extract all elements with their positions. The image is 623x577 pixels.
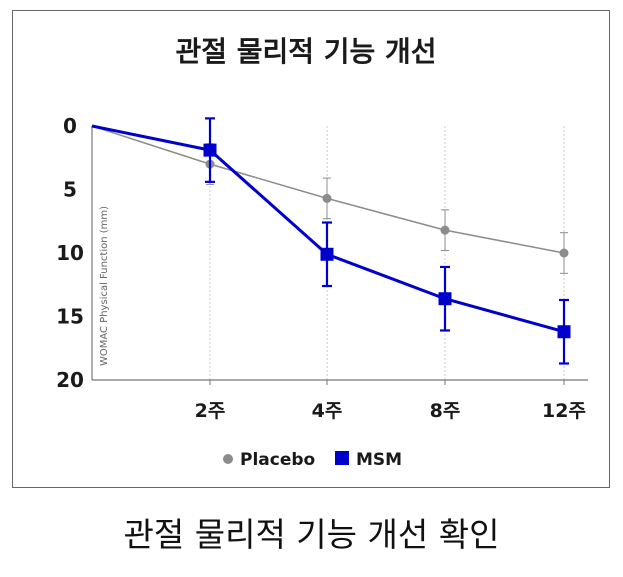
data-point — [322, 193, 332, 203]
chart-title: 관절 물리적 기능 개선 — [175, 35, 436, 68]
y-tick-label: 20 — [56, 368, 84, 392]
y-tick-label: 10 — [56, 241, 84, 265]
x-tick-label: 8주 — [430, 400, 461, 422]
data-point — [559, 248, 569, 258]
series-msm — [91, 117, 571, 365]
data-point — [440, 225, 450, 235]
caption: 관절 물리적 기능 개선 확인 — [123, 515, 500, 554]
x-tick-label: 12주 — [542, 400, 586, 422]
x-tick-label: 2주 — [195, 400, 226, 422]
chart-frame — [12, 10, 610, 488]
data-point — [557, 325, 571, 339]
legend-label-placebo: Placebo — [240, 450, 315, 470]
legend: Placebo MSM — [223, 450, 402, 470]
y-tick-label: 0 — [63, 114, 77, 138]
chart: 관절 물리적 기능 개선 0 5 10 15 20 2주 4주 8주 12주 WOMAC Ph… — [56, 35, 588, 470]
data-point — [203, 143, 217, 157]
data-point — [320, 247, 334, 261]
y-tick-label: 15 — [56, 305, 84, 329]
y-axis-label: WOMAC Physical Function (mm) — [99, 206, 110, 366]
y-tick-label: 5 — [63, 178, 77, 202]
x-tick-label: 4주 — [312, 400, 343, 422]
x-ticks: 2주 4주 8주 12주 — [195, 380, 586, 422]
series — [91, 117, 571, 365]
series-placebo — [91, 125, 569, 274]
grid — [209, 126, 565, 380]
data-point — [438, 292, 452, 306]
y-ticks: 0 5 10 15 20 — [56, 114, 84, 392]
legend-marker-placebo — [223, 454, 233, 464]
legend-label-msm: MSM — [356, 450, 402, 470]
legend-marker-msm — [335, 451, 349, 465]
